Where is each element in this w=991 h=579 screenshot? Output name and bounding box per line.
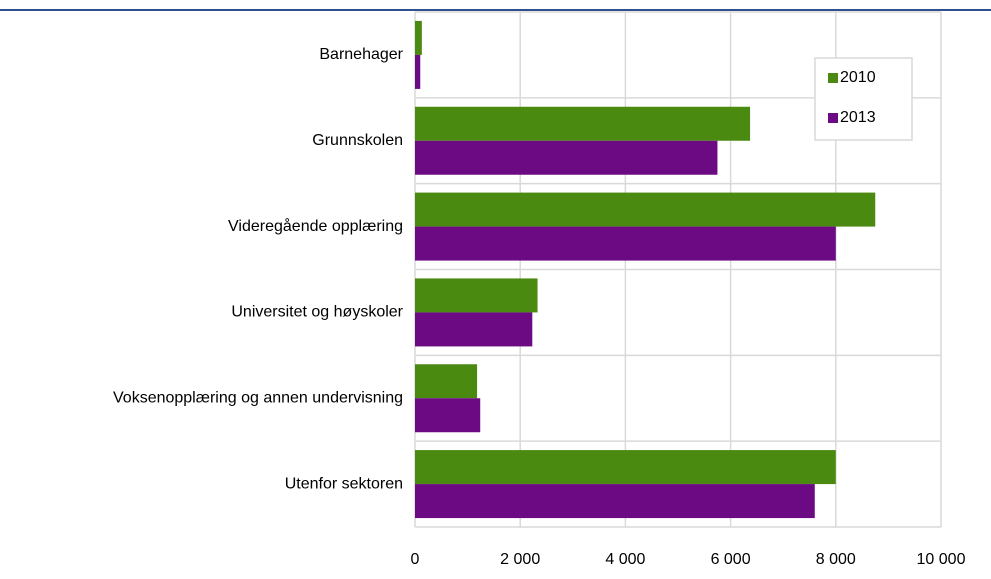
- x-tick-label: 6 000: [711, 551, 751, 568]
- bar: [415, 54, 421, 89]
- x-tick-label: 10 000: [917, 551, 966, 568]
- x-tick-label: 8 000: [816, 551, 856, 568]
- legend-swatch: [828, 73, 838, 83]
- bar: [415, 450, 836, 485]
- legend-label: 2013: [840, 109, 876, 126]
- bar: [415, 106, 751, 141]
- bar: [415, 192, 876, 227]
- legend-label: 2010: [840, 69, 876, 86]
- bar: [415, 278, 538, 313]
- x-tick-label: 2 000: [500, 551, 540, 568]
- y-tick-label: Universitet og høyskoler: [231, 304, 403, 321]
- legend-swatch: [828, 113, 838, 123]
- bar: [415, 140, 718, 175]
- bar: [415, 484, 815, 519]
- bar: [415, 312, 533, 347]
- y-tick-label: Grunnskolen: [312, 132, 403, 149]
- bar: [415, 226, 836, 261]
- y-tick-label: Videregående opplæring: [228, 217, 403, 235]
- legend-box: [814, 57, 913, 141]
- y-tick-label: Voksenopplæring og annen undervisning: [113, 389, 403, 406]
- x-tick-label: 0: [411, 551, 420, 568]
- y-tick-label: Barnehager: [319, 46, 403, 63]
- bar: [415, 364, 478, 399]
- bar: [415, 20, 422, 55]
- x-tick-label: 4 000: [605, 551, 645, 568]
- bar: [415, 398, 481, 433]
- y-tick-label: Utenfor sektoren: [285, 475, 403, 492]
